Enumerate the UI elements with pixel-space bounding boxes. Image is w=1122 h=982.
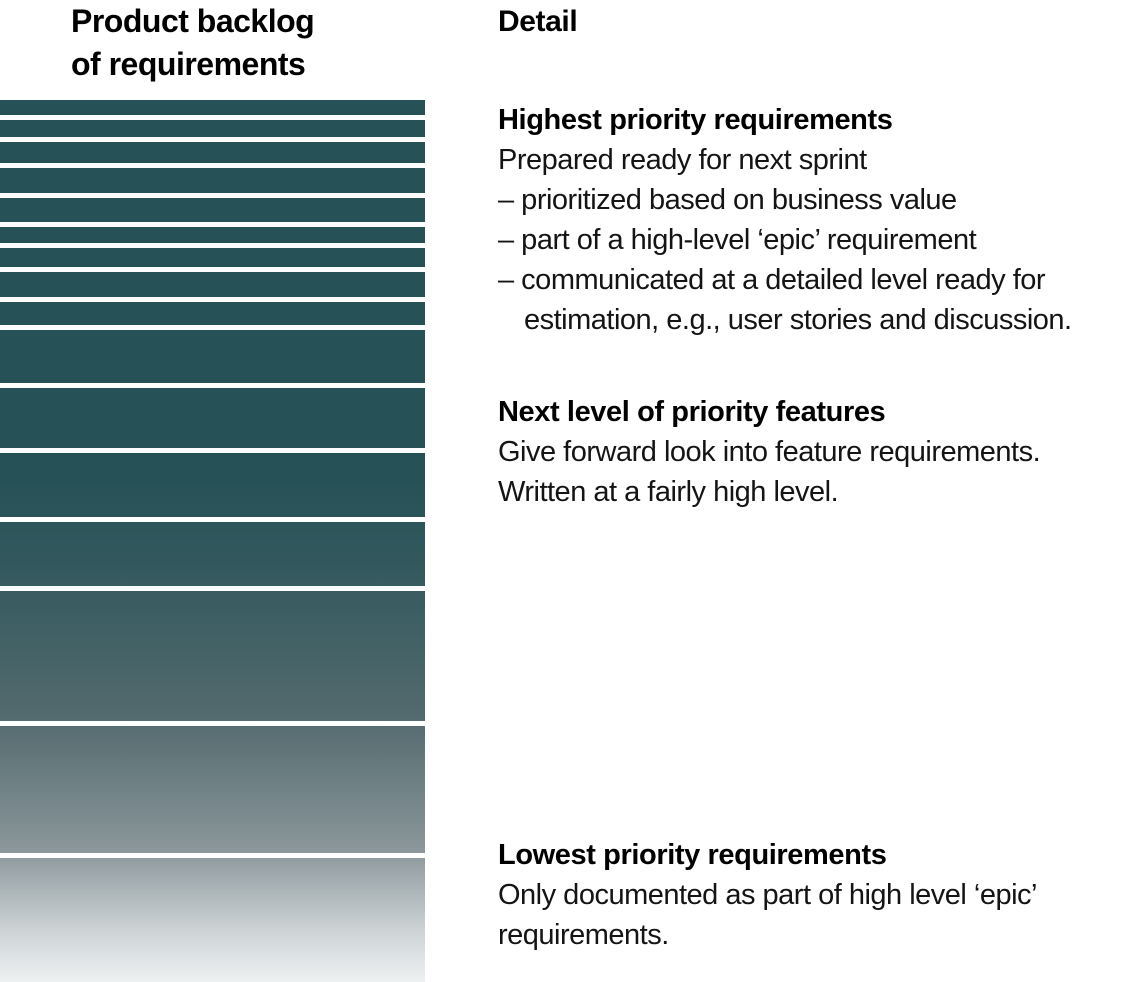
bar-separator [0, 517, 425, 522]
bullet-item: – communicated at a detailed level ready… [498, 264, 1072, 336]
bar-separator [0, 325, 425, 330]
backlog-title-line1: Product backlog [71, 3, 315, 39]
detail-section: Next level of priority features Give forw… [498, 392, 1108, 512]
section-paragraph: Give forward look into feature requireme… [498, 436, 1041, 468]
bar-separator [0, 163, 425, 168]
bar-separator [0, 297, 425, 302]
section-heading: Lowest priority requirements [498, 839, 887, 871]
bar-separator [0, 222, 425, 227]
bar-separator [0, 853, 425, 858]
bar-separator [0, 721, 425, 726]
bar-separator [0, 448, 425, 453]
backlog-title-line2: of requirements [71, 46, 306, 82]
section-paragraph: Only documented as part of high level ‘e… [498, 879, 1036, 951]
bar-separator [0, 115, 425, 120]
backlog-title: Product backlog of requirements [71, 0, 371, 86]
section-heading: Next level of priority features [498, 396, 886, 428]
bar-separator [0, 193, 425, 198]
detail-section: Lowest priority requirements Only documen… [498, 835, 1108, 955]
bullet-item: – prioritized based on business value [498, 184, 957, 216]
section-paragraph: Prepared ready for next sprint [498, 144, 867, 176]
detail-heading: Detail [498, 5, 578, 38]
backlog-stack [0, 100, 425, 982]
bar-separator [0, 243, 425, 248]
bar-separator [0, 383, 425, 388]
bullet-item: – part of a high-level ‘epic’ requiremen… [498, 224, 977, 256]
bar-separator [0, 267, 425, 272]
bar-separator [0, 137, 425, 142]
bar-separator [0, 586, 425, 591]
detail-section: Highest priority requirements Prepared re… [498, 100, 1108, 340]
section-heading: Highest priority requirements [498, 104, 893, 136]
section-paragraph: Written at a fairly high level. [498, 476, 839, 508]
